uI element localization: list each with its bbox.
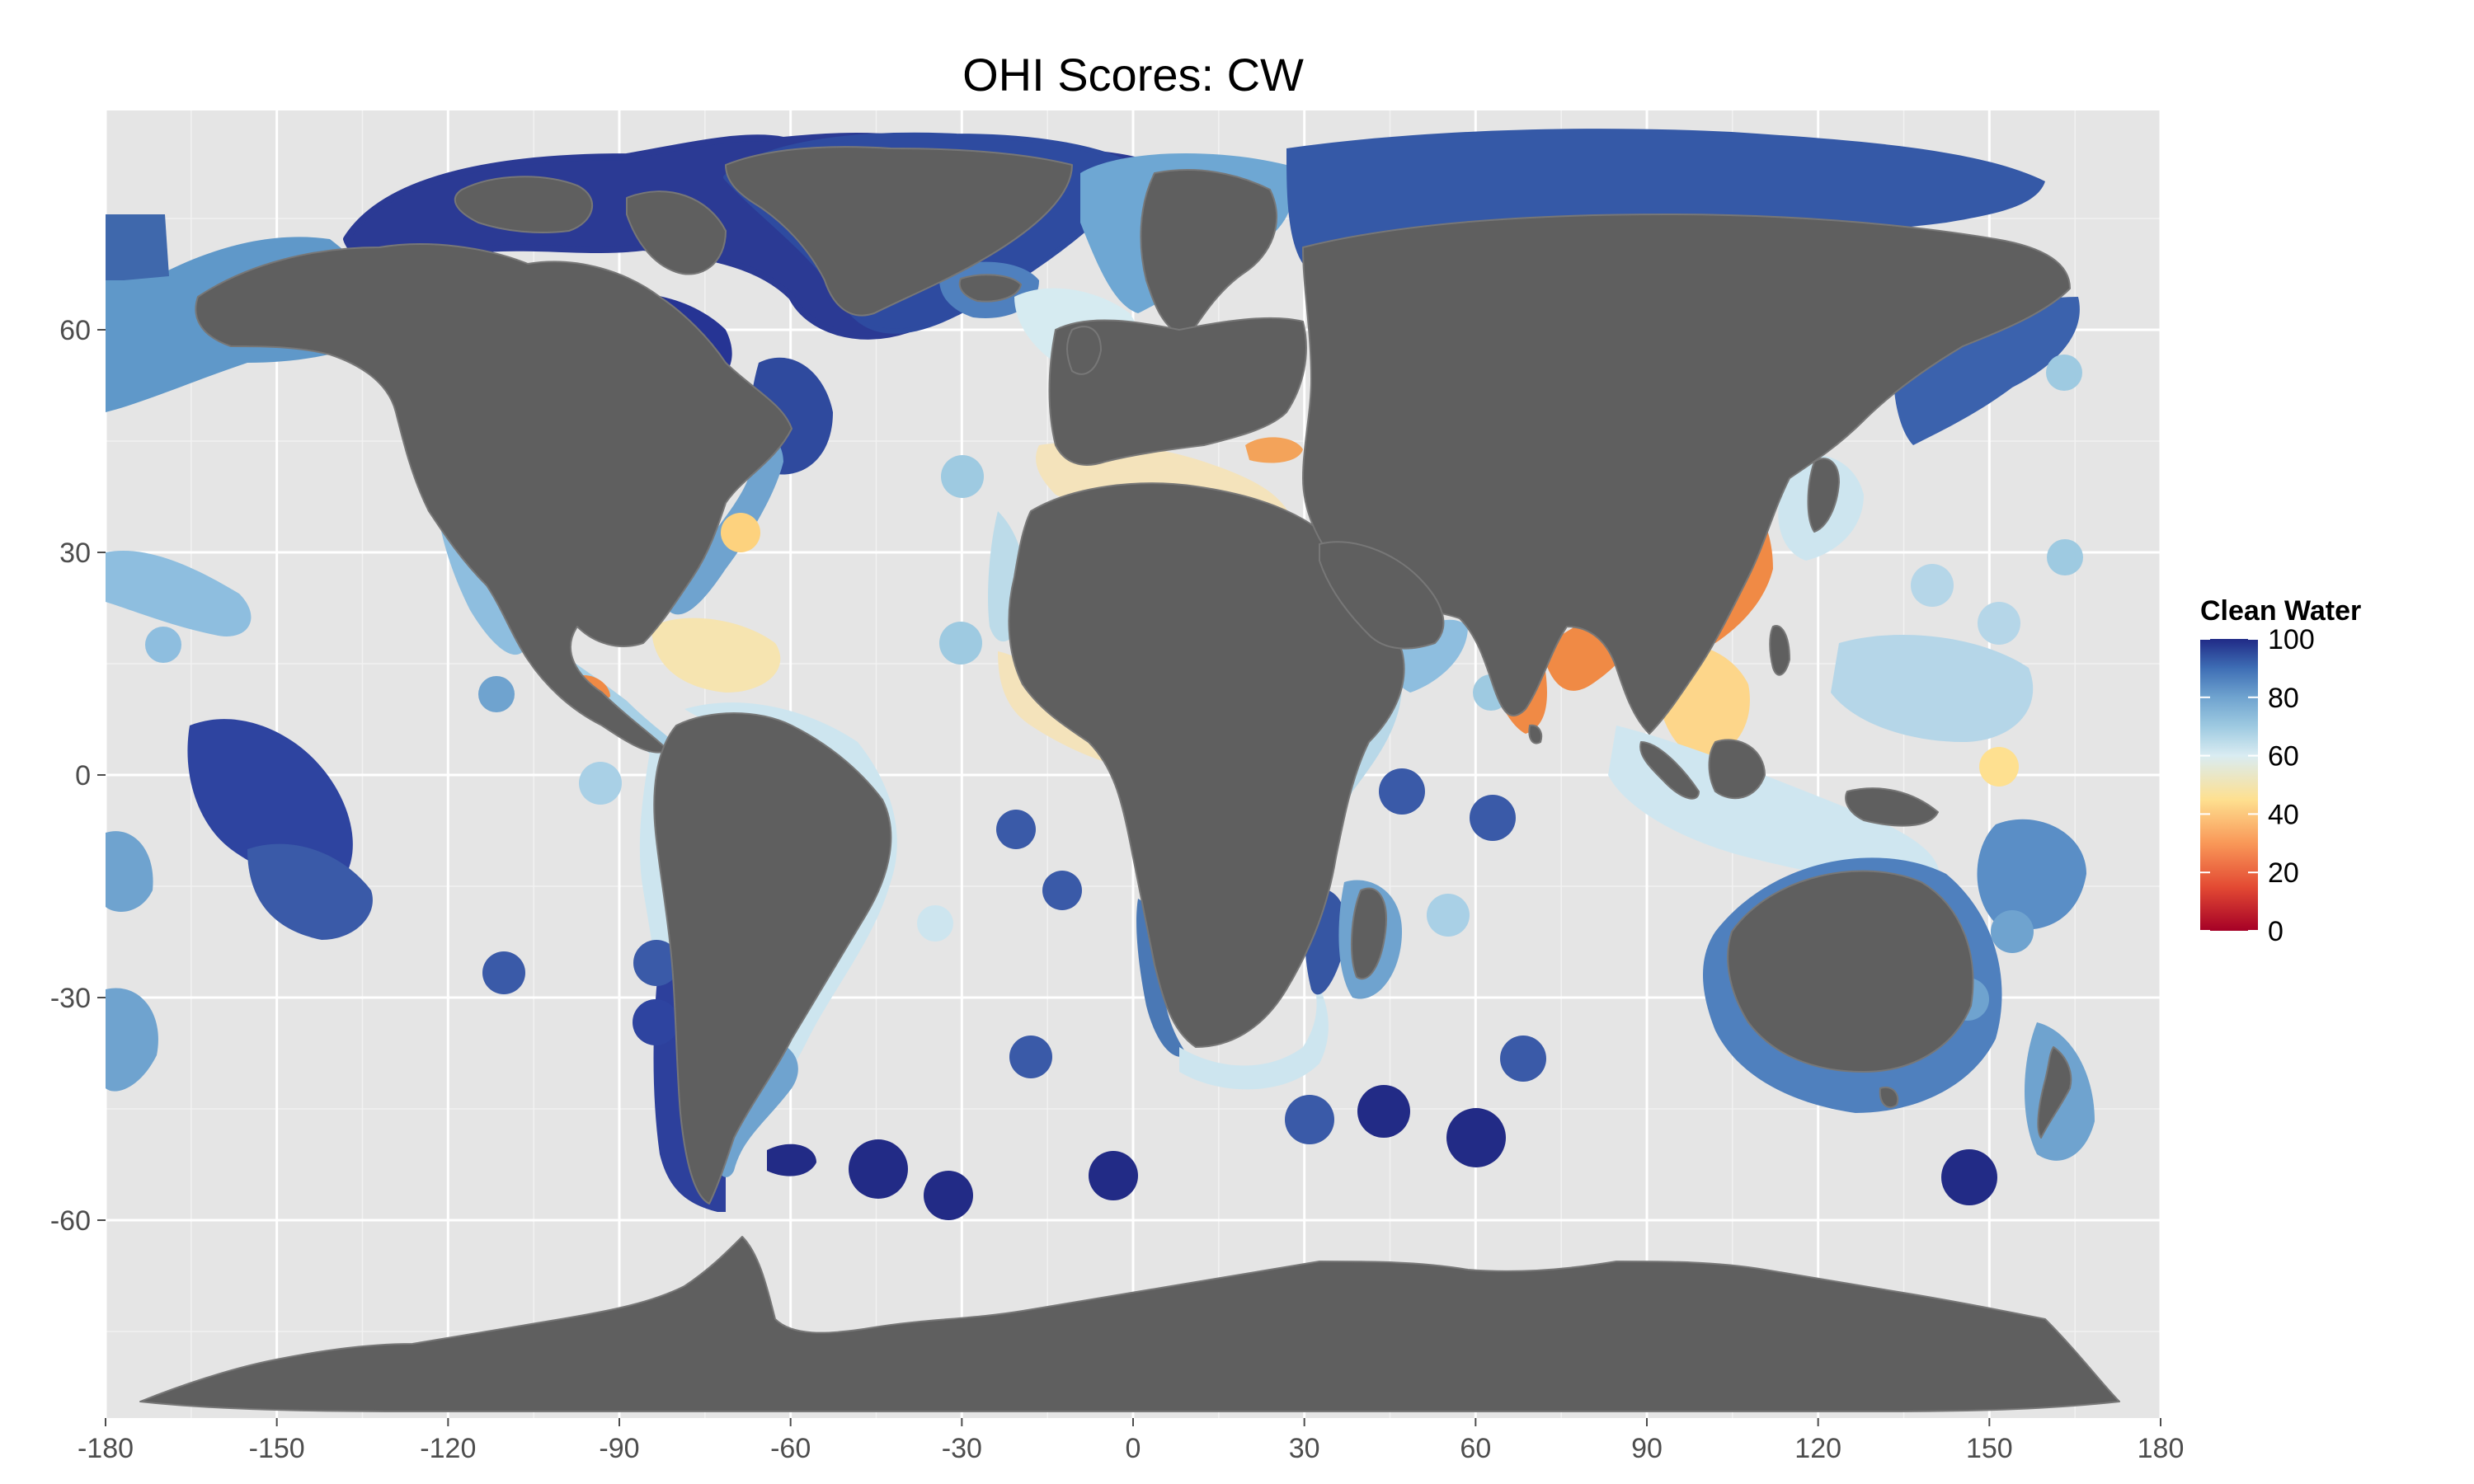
- x-tick-label: -150: [249, 1433, 305, 1464]
- x-tick-label: 60: [1460, 1433, 1491, 1464]
- x-tick-label: -120: [420, 1433, 476, 1464]
- zone-polynesia: [187, 719, 353, 881]
- y-tick-label: -60: [50, 1205, 91, 1237]
- y-tick-label: -30: [50, 983, 91, 1014]
- zone-crozet: [1285, 1095, 1334, 1144]
- x-tick-label: -90: [599, 1433, 639, 1464]
- y-tick-label: 30: [59, 538, 91, 569]
- zone-ascension: [996, 810, 1036, 849]
- zone-chagos: [1470, 795, 1516, 841]
- zone-wake: [1978, 602, 2020, 645]
- land-sri-lanka: [1528, 724, 1543, 744]
- zone-amsterdam: [1500, 1036, 1546, 1082]
- legend-label: 60: [2268, 741, 2299, 773]
- zone-juan-fernandez: [633, 999, 679, 1045]
- zone-bouvet: [1089, 1151, 1138, 1200]
- x-tick-label: -30: [942, 1433, 982, 1464]
- land-iceland: [958, 274, 1022, 303]
- zone-south-sandwich: [924, 1171, 973, 1220]
- zone-falklands: [767, 1144, 816, 1176]
- land-tasmania: [1879, 1086, 1899, 1109]
- zone-french-polynesia: [247, 843, 373, 940]
- zone-norfolk: [1991, 910, 2034, 953]
- zone-clipperton: [478, 676, 515, 712]
- x-tick-label: -60: [770, 1433, 811, 1464]
- land-uk: [1066, 326, 1102, 375]
- land-new-zealand: [2037, 1046, 2072, 1139]
- land-australia: [1727, 870, 1974, 1073]
- x-tick-label: 150: [1966, 1433, 2013, 1464]
- land-sumatra: [1639, 741, 1700, 800]
- zone-south-pacific-west: [106, 988, 158, 1092]
- zone-pacific-east: [1977, 819, 2086, 930]
- x-tick-label: 0: [1126, 1433, 1141, 1464]
- land-canadian-archipelago: [454, 176, 594, 233]
- zone-easter-island: [633, 940, 680, 986]
- x-tick-label: 30: [1289, 1433, 1320, 1464]
- zone-cape-verde: [939, 622, 982, 665]
- zone-pacific-islands: [1831, 635, 2034, 742]
- y-tick-label: 60: [59, 315, 91, 346]
- zone-caribbean: [651, 618, 781, 693]
- map-title: OHI Scores: CW: [962, 49, 1304, 101]
- land-philippines: [1769, 625, 1790, 676]
- land-masses: [139, 146, 2120, 1413]
- land-europe: [1048, 317, 1307, 466]
- legend-label: 80: [2268, 683, 2299, 714]
- legend-colorbar: [2200, 639, 2258, 931]
- zone-south-georgia: [849, 1139, 908, 1199]
- land-scandinavia: [1140, 169, 1277, 339]
- land-greenland: [725, 146, 1073, 317]
- zone-hawaii-island: [145, 627, 181, 663]
- zone-johnston: [2046, 355, 2082, 391]
- zone-marcus: [1911, 564, 1954, 607]
- legend-label: 0: [2268, 916, 2284, 947]
- legend-ticks: 0 20 40 60 80 100: [2200, 624, 2315, 947]
- zone-pitcairn: [482, 951, 525, 994]
- legend-label: 20: [2268, 857, 2299, 889]
- x-tick-label: 90: [1631, 1433, 1663, 1464]
- legend-label: 40: [2268, 799, 2299, 830]
- land-borneo: [1708, 739, 1766, 800]
- x-tick-label: 180: [2138, 1433, 2185, 1464]
- zone-aleutian-east: [2047, 539, 2083, 575]
- zone-black-sea: [1245, 437, 1303, 463]
- zone-brazil-islands: [917, 905, 953, 942]
- legend-title: Clean Water: [2200, 595, 2361, 627]
- land-north-america: [195, 243, 793, 754]
- x-tick-label: -180: [78, 1433, 134, 1464]
- land-antarctica: [139, 1236, 2120, 1413]
- axes: -180 -150 -120 -90 -60 -30 0 30 60 90 120 150 180 -60…: [50, 315, 2185, 1464]
- y-tick-label: 0: [75, 760, 91, 791]
- land-new-guinea: [1845, 787, 1939, 827]
- zone-mauritius: [1427, 894, 1470, 937]
- zone-kerguelen: [1357, 1085, 1410, 1138]
- zone-central-pacific-west: [106, 551, 252, 636]
- zone-galapagos: [579, 762, 622, 805]
- zone-macquarie: [1941, 1149, 1997, 1205]
- zone-marshall: [106, 831, 153, 912]
- zone-azores: [941, 455, 984, 498]
- zone-seychelles: [1379, 768, 1425, 815]
- land-arabia: [1319, 541, 1445, 650]
- zone-argentina: [715, 1039, 798, 1177]
- x-tick-label: 120: [1794, 1433, 1841, 1464]
- zone-indonesia: [1608, 726, 1940, 885]
- land-japan: [1807, 458, 1840, 533]
- zone-south-africa: [1179, 973, 1329, 1090]
- legend-label: 100: [2268, 624, 2315, 655]
- legend: Clean Water 0 20 40 60 80 100: [2200, 595, 2361, 947]
- zone-bering-west: [106, 214, 169, 280]
- land-madagascar: [1351, 887, 1387, 979]
- zone-howland: [1979, 747, 2019, 787]
- zone-bermuda: [721, 513, 760, 552]
- zone-st-helena: [1042, 871, 1082, 910]
- land-baffin: [626, 190, 727, 275]
- land-south-america: [653, 712, 892, 1205]
- zone-tristan: [1009, 1036, 1052, 1078]
- zone-heard: [1446, 1108, 1506, 1167]
